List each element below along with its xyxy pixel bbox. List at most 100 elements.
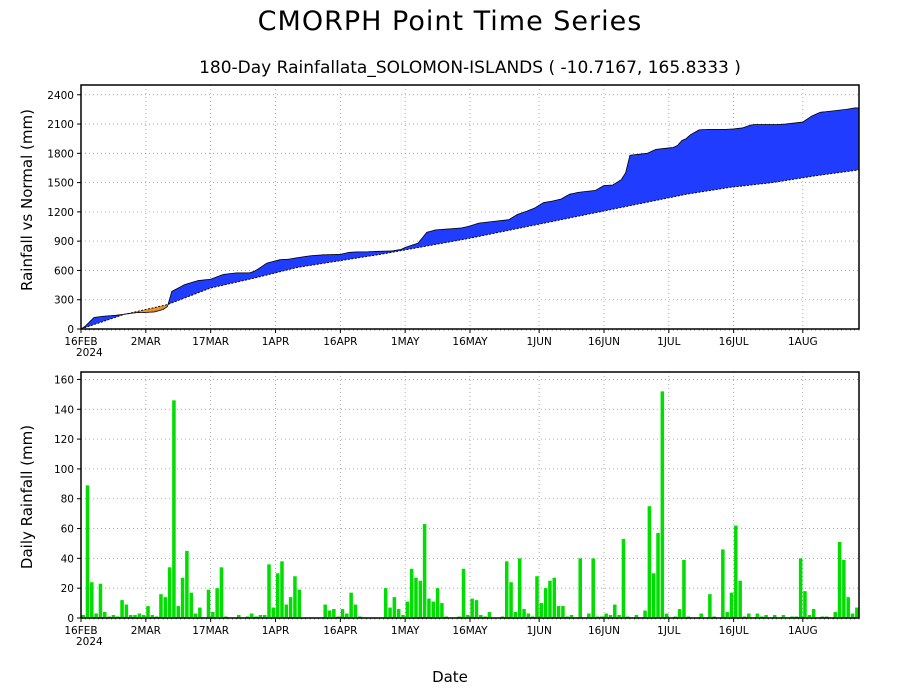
bottom-ytick-label: 140: [54, 404, 74, 416]
daily-rain-bar: [392, 597, 397, 618]
daily-rain-bar: [617, 615, 621, 618]
top-ytick-label: 900: [54, 236, 74, 248]
daily-rain-bar: [280, 561, 284, 618]
daily-rain-bar: [396, 609, 401, 618]
daily-rain-bar: [621, 538, 626, 618]
bottom-xtick-label: 2MAR: [131, 625, 161, 637]
bottom-xtick-label: 17MAR: [192, 625, 229, 637]
daily-rain-bar: [388, 607, 392, 618]
bottom-plot-frame: [80, 371, 860, 619]
surplus-area: [168, 107, 859, 305]
daily-rain-bar: [781, 615, 786, 618]
daily-rain-bar: [846, 597, 850, 618]
daily-rain-bar: [526, 613, 531, 618]
bottom-ytick-label: 120: [54, 434, 74, 446]
bottom-xtick-year: 2024: [76, 636, 103, 648]
bottom-xtick-label: 16JUN: [588, 625, 620, 637]
cumulative-rainfall-panel: Rainfall vs Normal (mm) 0 300 600 900 1200 15…: [18, 84, 860, 359]
top-ytick-label: 2400: [47, 90, 74, 102]
daily-rain-bar: [764, 615, 768, 618]
daily-rain-bar: [414, 577, 418, 618]
top-series-lines: [80, 107, 860, 330]
daily-rain-bar: [660, 391, 665, 618]
daily-rain-bar: [267, 564, 271, 618]
top-xtick-label: 16FEB: [64, 336, 97, 348]
daily-rain-bar: [504, 561, 509, 618]
bottom-ytick-label: 80: [61, 494, 74, 506]
daily-rain-bar: [383, 588, 388, 618]
daily-rain-bar: [682, 559, 686, 618]
top-ytick-label: 1200: [47, 207, 74, 219]
bottom-xtick-label: 16APR: [323, 625, 357, 637]
daily-rain-bar: [146, 606, 150, 618]
daily-rain-bar: [422, 524, 427, 618]
daily-rain-bar: [708, 594, 712, 618]
daily-rain-bar: [327, 610, 332, 618]
daily-rain-bar: [842, 559, 846, 618]
daily-rain-bar: [608, 615, 613, 618]
daily-rain-bar: [833, 612, 837, 618]
daily-rain-bar: [172, 400, 176, 618]
daily-rain-bar: [513, 612, 518, 618]
daily-rain-bar: [798, 558, 803, 618]
daily-rain-bar: [211, 612, 215, 618]
daily-rain-bar: [837, 541, 842, 618]
bottom-xtick-label: 1JUN: [526, 625, 551, 637]
top-xtick-label: 16JUN: [588, 336, 620, 348]
top-xtick-label: 17MAR: [192, 336, 229, 348]
daily-rain-bar: [193, 613, 198, 618]
daily-rain-bar: [163, 597, 168, 618]
daily-rain-bar: [850, 613, 855, 618]
daily-rain-bar: [133, 615, 137, 618]
daily-rain-bar: [440, 603, 444, 618]
daily-rain-bar: [479, 615, 483, 618]
daily-rain-bar: [90, 582, 94, 618]
daily-rain-bar: [474, 600, 479, 618]
top-ytick-label: 2100: [47, 119, 74, 131]
top-ytick-label: 0: [67, 324, 74, 336]
daily-rain-bar: [651, 573, 656, 618]
daily-rain-bar: [647, 506, 652, 618]
top-ytick-label: 300: [54, 295, 74, 307]
top-xtick-year: 2024: [76, 347, 103, 359]
daily-rain-bar: [664, 613, 669, 618]
top-area-fill: [81, 107, 859, 329]
bottom-xtick-label: 1AUG: [788, 625, 818, 637]
daily-rain-bar: [353, 604, 358, 618]
daily-rain-bar: [435, 588, 440, 618]
bottom-xtick-label: 1JUL: [657, 625, 680, 637]
daily-rain-bar: [349, 592, 353, 618]
daily-rain-bar: [807, 615, 812, 618]
daily-rain-bar: [340, 609, 345, 618]
bottom-bars: [81, 391, 859, 618]
daily-rain-bar: [284, 604, 289, 618]
daily-rain-bar: [167, 567, 172, 618]
daily-rain-bar: [159, 594, 163, 618]
bottom-ytick-label: 20: [61, 583, 74, 595]
daily-rain-bar: [237, 615, 241, 618]
daily-rain-bar: [721, 549, 725, 618]
top-xtick-label: 1MAY: [391, 336, 420, 348]
chart-title: CMORPH Point Time Series: [258, 6, 643, 37]
daily-rain-bar: [539, 603, 544, 618]
daily-rain-bar: [487, 612, 492, 618]
daily-rain-bar: [578, 558, 582, 618]
x-axis-label: Date: [432, 668, 468, 686]
daily-rain-bar: [461, 568, 466, 618]
daily-rain-bar: [128, 615, 133, 618]
daily-rain-bar: [556, 606, 561, 618]
daily-rain-bar: [85, 485, 90, 618]
actual-cumulative-line: [80, 107, 859, 330]
daily-rain-bar: [409, 568, 414, 618]
daily-rain-bar: [288, 597, 293, 618]
daily-rain-bar: [699, 613, 703, 618]
top-xtick-label: 1JUN: [526, 336, 551, 348]
bottom-ytick-label: 160: [54, 374, 74, 386]
bottom-ytick-label: 0: [67, 613, 74, 625]
daily-rain-bar: [729, 592, 734, 618]
bottom-ytick-label: 40: [61, 553, 74, 565]
top-plot-frame: [80, 84, 860, 330]
daily-rain-bar: [535, 576, 539, 618]
